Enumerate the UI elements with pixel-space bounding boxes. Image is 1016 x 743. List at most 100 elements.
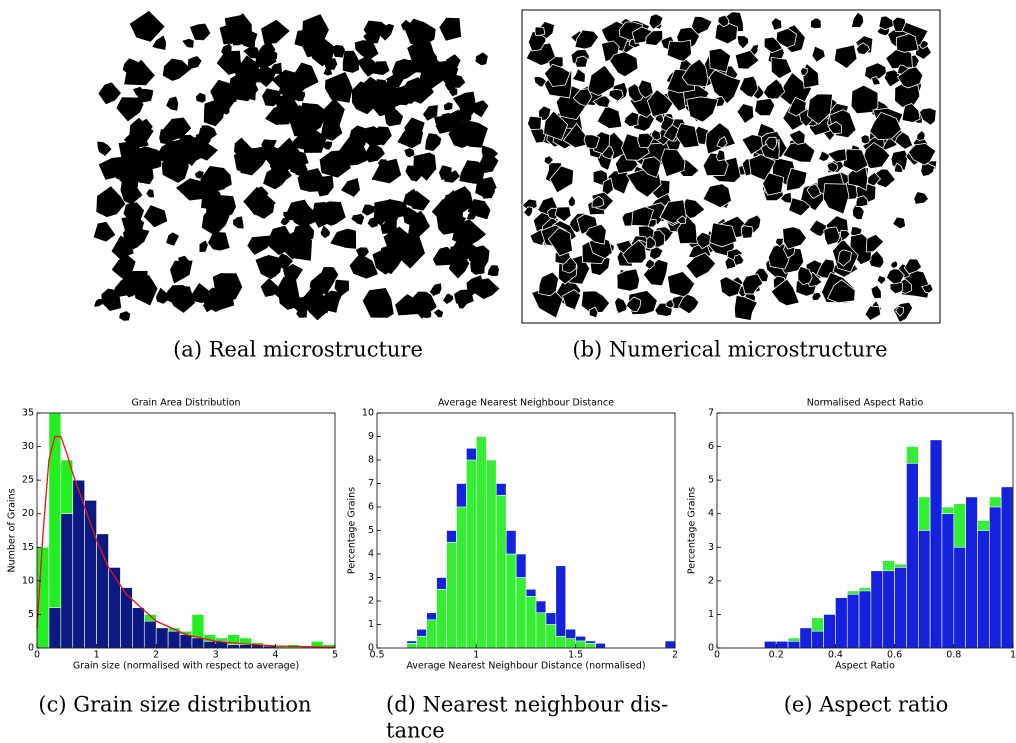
- bar: [595, 642, 606, 649]
- grain: [481, 145, 499, 164]
- grain: [741, 273, 764, 295]
- grain: [637, 79, 654, 99]
- grain: [136, 88, 154, 103]
- bar: [108, 567, 121, 649]
- y-tick-label: 6: [368, 502, 374, 513]
- grain: [320, 267, 339, 284]
- grain: [354, 40, 372, 59]
- grain: [402, 188, 419, 209]
- y-tick-label: 3: [708, 542, 714, 553]
- grain: [262, 88, 282, 107]
- chart: Average Nearest Neighbour Distance Averag…: [347, 398, 679, 672]
- grain: [234, 55, 260, 84]
- grain: [255, 255, 282, 280]
- grain: [800, 67, 808, 77]
- x-tick-label: 1.5: [568, 650, 583, 661]
- bar: [155, 627, 169, 649]
- x-tick-label: 1: [94, 650, 100, 661]
- grain: [410, 291, 437, 319]
- grain: [475, 52, 488, 66]
- y-tick-label: 2: [368, 596, 374, 607]
- grain: [413, 221, 422, 231]
- bar: [953, 546, 966, 649]
- bar: [48, 607, 62, 649]
- grain: [921, 283, 934, 294]
- grain: [543, 110, 569, 141]
- grain: [166, 139, 190, 162]
- grain: [260, 278, 280, 297]
- grain: [609, 51, 639, 78]
- grain: [575, 55, 589, 68]
- grain: [717, 14, 730, 28]
- grain: [445, 54, 461, 72]
- grain: [685, 252, 717, 280]
- x-axis-label: Grain size (normalised with respect to a…: [73, 661, 299, 672]
- grain: [116, 97, 144, 122]
- grain: [195, 92, 206, 103]
- grain: [324, 72, 353, 103]
- grain: [319, 150, 351, 178]
- bar: [179, 634, 193, 649]
- bar: [575, 640, 586, 649]
- grain: [221, 43, 232, 56]
- y-tick-label: 7: [708, 408, 714, 419]
- grain: [871, 76, 882, 86]
- caption: (e) Aspect ratio: [784, 693, 949, 717]
- grain: [686, 96, 719, 123]
- grain: [554, 206, 572, 223]
- grain: [425, 133, 442, 151]
- grain: [665, 298, 675, 309]
- y-tick-label: 8: [368, 455, 374, 466]
- grain: [319, 201, 346, 226]
- grain: [403, 206, 419, 226]
- grain: [392, 58, 417, 82]
- grain: [827, 121, 843, 135]
- grain: [587, 64, 616, 97]
- grain: [622, 239, 647, 264]
- grain: [547, 227, 573, 257]
- grain: [681, 58, 709, 88]
- grain: [176, 178, 209, 201]
- grain: [473, 100, 489, 118]
- grain: [331, 45, 345, 58]
- bar: [787, 640, 801, 649]
- grain: [264, 29, 274, 38]
- grain: [187, 56, 202, 69]
- grain: [97, 141, 112, 156]
- grain: [341, 178, 360, 197]
- grain: [734, 50, 760, 70]
- y-axis-label: Number of Grains: [7, 488, 18, 572]
- grain: [271, 69, 302, 94]
- chart-title: Grain Area Distribution: [131, 398, 240, 409]
- grain: [475, 176, 497, 198]
- grain: [380, 218, 397, 234]
- x-axis-label: Average Nearest Neighbour Distance (norm…: [406, 661, 645, 672]
- y-tick-label: 2: [708, 575, 714, 586]
- grain: [738, 75, 759, 98]
- axes-box: [36, 412, 336, 649]
- grain: [458, 106, 472, 123]
- grain: [292, 160, 301, 171]
- grain: [444, 19, 453, 31]
- grain: [342, 50, 359, 73]
- x-tick-label: 1: [473, 650, 479, 661]
- grain: [123, 202, 145, 223]
- grain: [404, 18, 436, 47]
- grain: [351, 81, 378, 115]
- bar: [882, 570, 895, 649]
- y-tick-label: 30: [22, 441, 34, 452]
- grain: [740, 225, 754, 239]
- grain: [839, 230, 851, 242]
- grain: [894, 131, 914, 150]
- bar: [167, 630, 181, 649]
- y-tick-label: 5: [28, 609, 34, 620]
- bar: [466, 459, 477, 649]
- grain: [470, 261, 485, 275]
- grain: [850, 11, 865, 28]
- grain: [896, 33, 919, 53]
- grain: [363, 29, 381, 44]
- grain: [663, 124, 679, 142]
- grain: [778, 71, 813, 107]
- grain: [648, 13, 664, 30]
- bar: [485, 459, 497, 649]
